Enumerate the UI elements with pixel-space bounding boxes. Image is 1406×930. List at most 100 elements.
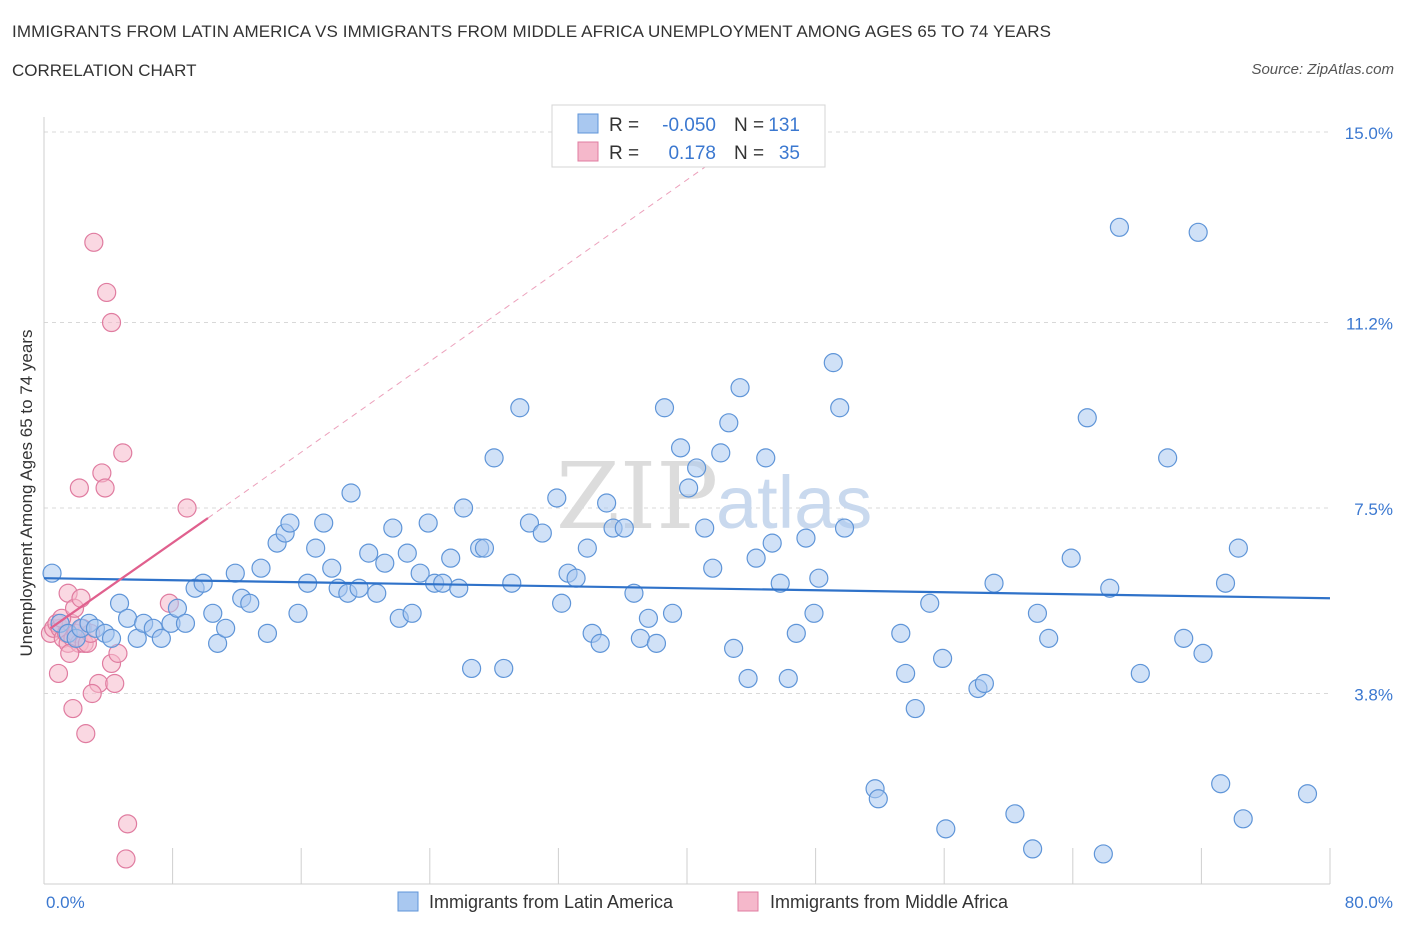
bottom-legend-swatch-blue bbox=[397, 891, 419, 912]
y-tick-labels: 3.8% 7.5% 11.2% 15.0% bbox=[1345, 124, 1393, 704]
blue-point-66 bbox=[566, 568, 586, 588]
blue-point-69 bbox=[590, 633, 610, 653]
blue-point-34 bbox=[314, 513, 334, 533]
blue-point-42 bbox=[375, 553, 395, 573]
blue-point-80 bbox=[679, 478, 699, 498]
pink-trend-extension bbox=[207, 156, 720, 519]
pink-point-36 bbox=[177, 498, 197, 518]
legend-r-label-pink: R = bbox=[609, 143, 639, 164]
blue-point-79 bbox=[670, 438, 691, 458]
y-tick-label-0: 3.8% bbox=[1354, 686, 1393, 705]
correlation-legend: R = -0.050 N = 131 R = 0.178 N = 35 bbox=[551, 104, 826, 168]
blue-point-61 bbox=[519, 513, 540, 533]
blue-point-75 bbox=[638, 608, 659, 628]
blue-point-53 bbox=[453, 498, 474, 518]
blue-point-113 bbox=[1023, 839, 1043, 859]
pink-point-22 bbox=[76, 724, 96, 744]
blue-point-43 bbox=[383, 518, 403, 538]
blue-point-40 bbox=[359, 543, 379, 563]
legend-r-value-blue: -0.050 bbox=[662, 115, 716, 136]
blue-point-81 bbox=[687, 458, 707, 478]
blue-point-14 bbox=[151, 628, 171, 648]
blue-point-19 bbox=[193, 573, 213, 593]
blue-point-86 bbox=[724, 638, 744, 658]
legend-n-label-pink: N = bbox=[734, 143, 764, 164]
blue-point-30 bbox=[280, 513, 300, 533]
x-tick-label-0: 0.0% bbox=[46, 893, 85, 912]
bottom-legend-label-pink: Immigrants from Middle Africa bbox=[770, 892, 1009, 912]
blue-point-129 bbox=[1233, 809, 1253, 829]
blue-point-45 bbox=[397, 543, 417, 563]
pink-point-27 bbox=[97, 282, 117, 303]
blue-point-77 bbox=[654, 398, 675, 418]
blue-point-126 bbox=[1211, 774, 1231, 794]
blue-point-72 bbox=[614, 518, 634, 538]
blue-point-95 bbox=[796, 528, 816, 548]
blue-point-128 bbox=[1228, 538, 1248, 558]
blue-point-108 bbox=[936, 819, 956, 839]
pink-point-37 bbox=[69, 478, 89, 498]
blue-point-23 bbox=[225, 563, 245, 583]
blue-point-96 bbox=[804, 603, 824, 623]
blue-point-20 bbox=[203, 603, 223, 623]
blue-point-127 bbox=[1215, 573, 1236, 593]
blue-point-93 bbox=[778, 668, 798, 689]
blue-point-85 bbox=[719, 413, 739, 433]
blue-point-70 bbox=[597, 493, 617, 513]
blue-point-78 bbox=[662, 603, 683, 623]
pink-point-34 bbox=[117, 814, 138, 834]
legend-n-value-blue: 131 bbox=[768, 115, 800, 136]
blue-point-26 bbox=[251, 558, 271, 578]
series-middle-africa bbox=[40, 232, 197, 869]
legend-n-label-blue: N = bbox=[734, 115, 764, 136]
pink-point-33 bbox=[116, 849, 136, 869]
blue-point-46 bbox=[402, 603, 422, 623]
blue-point-107 bbox=[932, 648, 953, 669]
pink-point-16 bbox=[71, 588, 91, 608]
blue-point-114 bbox=[1027, 603, 1048, 623]
blue-point-21 bbox=[208, 633, 228, 653]
chart-title: IMMIGRANTS FROM LATIN AMERICA VS IMMIGRA… bbox=[12, 22, 1052, 41]
blue-point-103 bbox=[891, 623, 911, 643]
pink-point-38 bbox=[82, 683, 102, 704]
blue-point-121 bbox=[1130, 663, 1150, 684]
x-axis-ticks bbox=[172, 848, 1331, 884]
blue-point-130 bbox=[1297, 784, 1318, 804]
blue-point-117 bbox=[1077, 408, 1097, 428]
blue-point-97 bbox=[809, 568, 829, 588]
pink-trend-line bbox=[49, 517, 209, 630]
blue-point-57 bbox=[484, 448, 504, 468]
blue-point-27 bbox=[257, 623, 278, 643]
blue-point-110 bbox=[974, 673, 994, 694]
legend-swatch-blue bbox=[577, 113, 599, 134]
blue-point-83 bbox=[703, 558, 723, 578]
gridlines bbox=[44, 131, 1330, 695]
blue-point-92 bbox=[770, 573, 790, 593]
blue-point-112 bbox=[1005, 804, 1025, 824]
blue-point-102 bbox=[868, 789, 888, 809]
pink-point-19 bbox=[48, 663, 69, 684]
blue-point-87 bbox=[730, 378, 750, 398]
blue-point-124 bbox=[1188, 222, 1208, 242]
blue-point-54 bbox=[461, 658, 482, 679]
blue-point-122 bbox=[1158, 448, 1178, 468]
blue-point-115 bbox=[1039, 628, 1059, 648]
blue-point-119 bbox=[1100, 578, 1120, 598]
legend-r-value-pink: 0.178 bbox=[668, 143, 716, 164]
blue-point-76 bbox=[646, 633, 667, 653]
blue-point-10 bbox=[117, 608, 138, 628]
blue-point-9 bbox=[109, 593, 130, 613]
blue-point-25 bbox=[240, 593, 260, 613]
blue-point-50 bbox=[433, 573, 453, 593]
pink-point-30 bbox=[105, 673, 125, 694]
blue-point-123 bbox=[1174, 628, 1194, 648]
blue-point-90 bbox=[756, 448, 776, 468]
blue-point-116 bbox=[1061, 548, 1081, 568]
blue-point-33 bbox=[306, 538, 326, 558]
blue-point-94 bbox=[786, 623, 806, 643]
blue-point-62 bbox=[532, 523, 552, 543]
blue-point-106 bbox=[920, 593, 940, 613]
x-tick-labels: 0.0% 80.0% bbox=[46, 893, 1393, 912]
pink-point-28 bbox=[101, 312, 122, 333]
series-legend: Immigrants from Latin America Immigrants… bbox=[397, 891, 1009, 912]
